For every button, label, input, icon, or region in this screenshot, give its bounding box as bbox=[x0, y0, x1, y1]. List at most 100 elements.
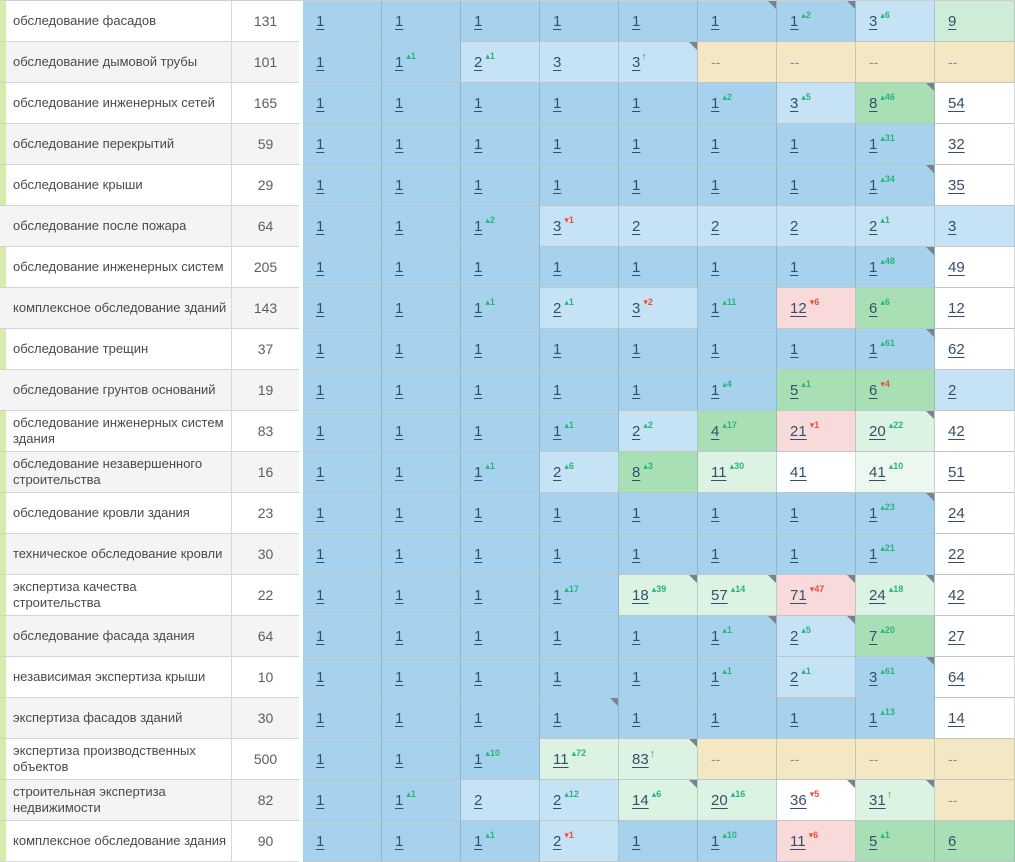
position-cell[interactable]: 3 bbox=[935, 206, 1015, 247]
position-cell[interactable]: 1 bbox=[619, 370, 698, 411]
position-cell[interactable]: 31 ↑ bbox=[856, 780, 935, 821]
position-link[interactable]: 1 bbox=[474, 709, 483, 727]
position-cell[interactable]: 1 bbox=[619, 534, 698, 575]
position-link[interactable]: 1 bbox=[316, 668, 325, 686]
position-link[interactable]: 1 bbox=[553, 176, 562, 194]
position-cell[interactable]: 27 bbox=[935, 616, 1015, 657]
position-cell[interactable]: 3 ▴5 bbox=[777, 83, 856, 124]
position-cell[interactable]: 2 ▴1 bbox=[777, 657, 856, 698]
position-link[interactable]: 1 bbox=[553, 340, 562, 358]
position-link[interactable]: 1 bbox=[474, 381, 483, 399]
position-link[interactable]: 1 bbox=[316, 217, 325, 235]
position-link[interactable]: 1 bbox=[474, 463, 483, 481]
position-link[interactable]: 1 bbox=[395, 258, 404, 276]
position-cell[interactable]: 1 bbox=[619, 698, 698, 739]
position-link[interactable]: 1 bbox=[632, 94, 641, 112]
position-link[interactable]: 1 bbox=[395, 791, 404, 809]
position-cell[interactable]: 1 ▴23 bbox=[856, 493, 935, 534]
position-cell[interactable]: 1 bbox=[303, 329, 382, 370]
position-link[interactable]: 4 bbox=[711, 422, 720, 440]
position-cell[interactable]: 1 bbox=[303, 1, 382, 42]
position-link[interactable]: 1 bbox=[474, 627, 483, 645]
position-cell[interactable]: 1 bbox=[303, 575, 382, 616]
position-link[interactable]: 1 bbox=[553, 504, 562, 522]
position-cell[interactable]: 11 ▴30 bbox=[698, 452, 777, 493]
position-cell[interactable]: 1 bbox=[777, 124, 856, 165]
position-cell[interactable]: 42 bbox=[935, 575, 1015, 616]
keyword-cell[interactable]: обследование инженерных сетей bbox=[0, 83, 232, 124]
position-cell[interactable]: 1 bbox=[619, 329, 698, 370]
position-link[interactable]: 2 bbox=[553, 832, 562, 850]
position-link[interactable]: 1 bbox=[790, 709, 799, 727]
position-cell[interactable]: 1 bbox=[698, 1, 777, 42]
position-cell[interactable]: 54 bbox=[935, 83, 1015, 124]
position-cell[interactable]: 1 bbox=[461, 616, 540, 657]
position-link[interactable]: 24 bbox=[948, 504, 965, 522]
position-cell[interactable]: 1 bbox=[382, 411, 461, 452]
position-cell[interactable]: 1 bbox=[777, 247, 856, 288]
position-link[interactable]: 1 bbox=[316, 53, 325, 71]
position-cell[interactable]: 2 ▴12 bbox=[540, 780, 619, 821]
position-cell[interactable]: 1 ▴1 bbox=[382, 780, 461, 821]
position-cell[interactable]: 1 bbox=[540, 329, 619, 370]
position-link[interactable]: 2 bbox=[632, 422, 641, 440]
position-cell[interactable]: 1 bbox=[461, 698, 540, 739]
position-link[interactable]: 3 bbox=[632, 53, 641, 71]
position-link[interactable]: 1 bbox=[790, 545, 799, 563]
position-link[interactable]: 41 bbox=[869, 463, 886, 481]
position-link[interactable]: 3 bbox=[553, 217, 562, 235]
position-cell[interactable]: 36 ▾5 bbox=[777, 780, 856, 821]
position-cell[interactable]: 20 ▴16 bbox=[698, 780, 777, 821]
position-link[interactable]: 1 bbox=[395, 53, 404, 71]
position-cell[interactable]: 3 bbox=[540, 42, 619, 83]
position-cell[interactable]: 8 ▴3 bbox=[619, 452, 698, 493]
position-cell[interactable]: 7 ▴20 bbox=[856, 616, 935, 657]
position-cell[interactable]: 12 ▾6 bbox=[777, 288, 856, 329]
position-cell[interactable]: 1 ▴1 bbox=[382, 42, 461, 83]
position-cell[interactable]: 42 bbox=[935, 411, 1015, 452]
position-cell[interactable]: 62 bbox=[935, 329, 1015, 370]
position-link[interactable]: 64 bbox=[948, 668, 965, 686]
position-link[interactable]: 1 bbox=[553, 545, 562, 563]
position-link[interactable]: 1 bbox=[316, 750, 325, 768]
position-cell[interactable]: 12 bbox=[935, 288, 1015, 329]
position-link[interactable]: 1 bbox=[316, 340, 325, 358]
position-cell[interactable]: 3 ▾2 bbox=[619, 288, 698, 329]
position-link[interactable]: 1 bbox=[711, 709, 720, 727]
position-link[interactable]: 1 bbox=[632, 668, 641, 686]
position-link[interactable]: 8 bbox=[869, 94, 878, 112]
position-cell[interactable]: 1 bbox=[382, 329, 461, 370]
keyword-cell[interactable]: обследование инженерных систем bbox=[0, 247, 232, 288]
position-link[interactable]: 12 bbox=[790, 299, 807, 317]
position-link[interactable]: 1 bbox=[316, 422, 325, 440]
position-cell[interactable]: 1 bbox=[619, 821, 698, 862]
position-cell[interactable]: 1 bbox=[382, 657, 461, 698]
position-cell[interactable]: 1 bbox=[698, 329, 777, 370]
position-link[interactable]: 2 bbox=[711, 217, 720, 235]
position-link[interactable]: 1 bbox=[474, 832, 483, 850]
keyword-cell[interactable]: комплексное обследование зданий bbox=[0, 288, 232, 329]
position-link[interactable]: 1 bbox=[474, 94, 483, 112]
position-cell[interactable]: 1 ▴2 bbox=[461, 206, 540, 247]
position-link[interactable]: 2 bbox=[632, 217, 641, 235]
position-link[interactable]: 1 bbox=[711, 381, 720, 399]
position-link[interactable]: 1 bbox=[790, 340, 799, 358]
position-cell[interactable]: 1 bbox=[698, 698, 777, 739]
position-link[interactable]: 1 bbox=[474, 422, 483, 440]
position-link[interactable]: 1 bbox=[316, 504, 325, 522]
position-cell[interactable]: 14 ▴6 bbox=[619, 780, 698, 821]
position-cell[interactable]: 64 bbox=[935, 657, 1015, 698]
keyword-cell[interactable]: экспертиза фасадов зданий bbox=[0, 698, 232, 739]
position-cell[interactable]: 1 bbox=[619, 657, 698, 698]
position-cell[interactable]: 1 bbox=[382, 452, 461, 493]
position-link[interactable]: 6 bbox=[869, 381, 878, 399]
position-link[interactable]: 3 bbox=[869, 668, 878, 686]
position-cell[interactable]: 1 bbox=[382, 124, 461, 165]
position-cell[interactable]: 1 ▴4 bbox=[698, 370, 777, 411]
position-cell[interactable]: 11 ▴72 bbox=[540, 739, 619, 780]
position-cell[interactable]: 1 bbox=[540, 493, 619, 534]
position-cell[interactable]: 1 ▴10 bbox=[461, 739, 540, 780]
position-cell[interactable]: 2 ▴1 bbox=[461, 42, 540, 83]
position-cell[interactable]: 1 ▴17 bbox=[540, 575, 619, 616]
position-cell[interactable]: 1 bbox=[540, 616, 619, 657]
